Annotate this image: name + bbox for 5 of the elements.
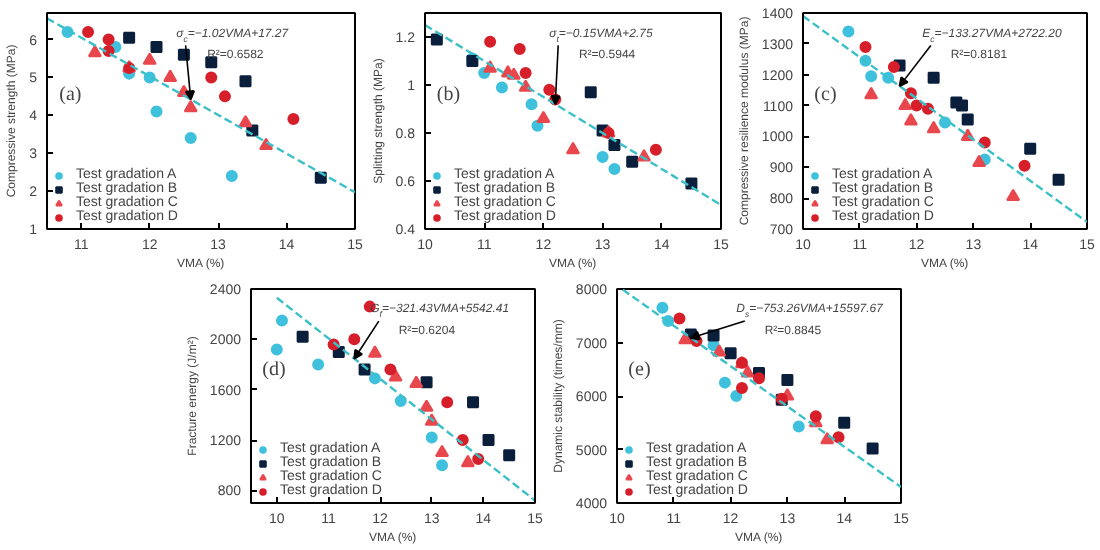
annotation: (a) xyxy=(59,84,82,107)
annotation: (c) xyxy=(814,84,837,107)
annotation: (b) xyxy=(436,84,461,107)
annotation: (d) xyxy=(262,359,286,382)
annotation: (e) xyxy=(628,359,651,382)
